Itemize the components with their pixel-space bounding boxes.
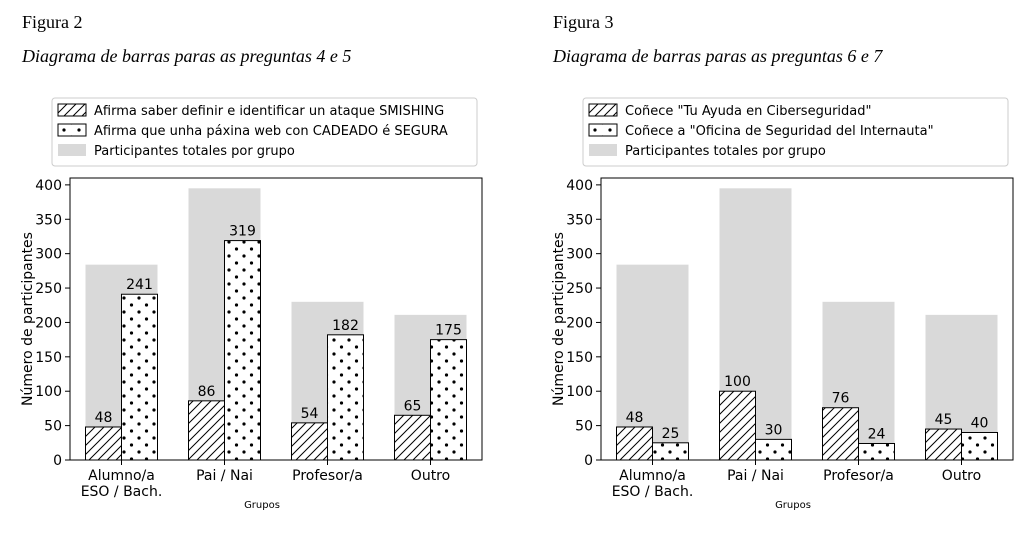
bar-hatch xyxy=(719,390,756,461)
x-tick-label: Profesor/a xyxy=(823,468,894,484)
bar-hatch xyxy=(616,426,653,461)
y-tick-label: 0 xyxy=(584,453,593,469)
y-tick-label: 300 xyxy=(566,247,593,263)
bar-value-label: 30 xyxy=(765,422,783,438)
figure-caption: Diagrama de barras paras as preguntas 6 … xyxy=(553,46,883,66)
bar-dots xyxy=(755,438,792,461)
plot-frame xyxy=(600,177,1014,461)
bar-dots xyxy=(121,293,158,461)
x-tick-label: Pai / Nai xyxy=(727,468,784,484)
bar-value-label: 24 xyxy=(868,426,886,442)
bars: 48 25 100 30 76 24 45 40 xyxy=(616,188,998,461)
bar-hatch xyxy=(925,428,962,461)
legend: Coñece "Tu Ayuda en Ciberseguridad" Coñec… xyxy=(582,97,1009,167)
bar-value-label: 86 xyxy=(198,384,216,400)
bar-chart-figure-3: Coñece "Tu Ayuda en Ciberseguridad" Coñec… xyxy=(551,97,1014,511)
legend-swatch-solid xyxy=(58,144,86,156)
bar-hatch xyxy=(394,414,431,461)
bar-dots xyxy=(961,431,998,461)
legend-label: Coñece a "Oficina de Seguridad del Inter… xyxy=(625,124,934,139)
bar-hatch xyxy=(822,407,859,461)
y-tick-label: 300 xyxy=(35,247,62,263)
figure-caption: Diagrama de barras paras as preguntas 4 … xyxy=(22,46,352,66)
y-tick-label: 150 xyxy=(35,350,62,366)
y-axis-label: Número de participantes xyxy=(551,232,567,406)
y-tick-label: 400 xyxy=(35,178,62,194)
bar-value-label: 319 xyxy=(229,224,256,240)
x-tick-label: Alumno/a ESO / Bach. xyxy=(81,468,163,500)
legend-label: Afirma saber definir e identificar un at… xyxy=(94,104,444,119)
bar-value-label: 54 xyxy=(301,406,319,422)
y-tick-label: 200 xyxy=(566,315,593,331)
bar-dots xyxy=(430,339,467,461)
x-axis-label: Grupos xyxy=(775,500,811,511)
bar-value-label: 48 xyxy=(626,410,644,426)
bar-dots xyxy=(224,240,261,461)
y-tick-label: 150 xyxy=(566,350,593,366)
x-tick-label: Profesor/a xyxy=(292,468,363,484)
legend-label: Afirma que unha páxina web con CADEADO é… xyxy=(94,124,448,139)
legend-swatch-dots xyxy=(57,123,87,137)
figure-2-panel: Figura 2 Diagrama de barras paras as pre… xyxy=(20,12,483,511)
bar-dots xyxy=(327,334,364,461)
legend-label: Coñece "Tu Ayuda en Ciberseguridad" xyxy=(625,104,871,119)
x-tick-label: Outro xyxy=(411,468,450,484)
y-axis-label: Número de participantes xyxy=(20,232,36,406)
bar-hatch xyxy=(188,400,225,461)
legend-box xyxy=(582,97,1009,167)
figure-label: Figura 3 xyxy=(553,12,614,32)
y-tick-label: 250 xyxy=(566,281,593,297)
y-tick-label: 50 xyxy=(575,419,593,435)
bar-value-label: 175 xyxy=(435,323,462,339)
bar-dots xyxy=(858,442,895,461)
bar-hatch xyxy=(291,422,328,461)
x-tick-label: Pai / Nai xyxy=(196,468,253,484)
y-tick-label: 50 xyxy=(44,419,62,435)
x-tick-label: Alumno/a ESO / Bach. xyxy=(612,468,694,500)
bars: 48 241 86 319 54 182 65 175 xyxy=(85,188,467,461)
y-tick-label: 250 xyxy=(35,281,62,297)
bar-value-label: 25 xyxy=(662,426,680,442)
y-tick-label: 100 xyxy=(566,384,593,400)
bar-chart-figure-2: Afirma saber definir e identificar un at… xyxy=(20,97,483,511)
x-axis-label: Grupos xyxy=(244,500,280,511)
y-tick-label: 100 xyxy=(35,384,62,400)
plot-frame xyxy=(69,177,483,461)
figure-3-panel: Figura 3 Diagrama de barras paras as pre… xyxy=(531,0,1024,537)
bar-value-label: 182 xyxy=(332,318,359,334)
bar-value-label: 40 xyxy=(971,415,989,431)
legend-swatch-solid xyxy=(589,144,617,156)
bar-value-label: 65 xyxy=(404,398,422,414)
legend-swatch-hatch xyxy=(588,103,618,117)
legend-label: Participantes totales por grupo xyxy=(94,144,295,159)
x-tick-label: Outro xyxy=(942,468,981,484)
bar-hatch xyxy=(85,426,122,461)
bar-value-label: 48 xyxy=(95,410,113,426)
legend-swatch-dots xyxy=(588,123,618,137)
bar-value-label: 241 xyxy=(126,277,153,293)
bar-dots xyxy=(652,442,689,461)
bar-value-label: 100 xyxy=(724,374,751,390)
legend-box xyxy=(51,97,478,167)
legend: Afirma saber definir e identificar un at… xyxy=(51,97,478,167)
legend-swatch-hatch xyxy=(57,103,87,117)
y-tick-label: 350 xyxy=(566,212,593,228)
y-tick-label: 0 xyxy=(53,453,62,469)
y-tick-label: 200 xyxy=(35,315,62,331)
y-tick-label: 400 xyxy=(566,178,593,194)
y-tick-label: 350 xyxy=(35,212,62,228)
legend-label: Participantes totales por grupo xyxy=(625,144,826,159)
figure-label: Figura 2 xyxy=(22,12,83,32)
bar-value-label: 45 xyxy=(935,412,953,428)
bar-value-label: 76 xyxy=(832,391,850,407)
